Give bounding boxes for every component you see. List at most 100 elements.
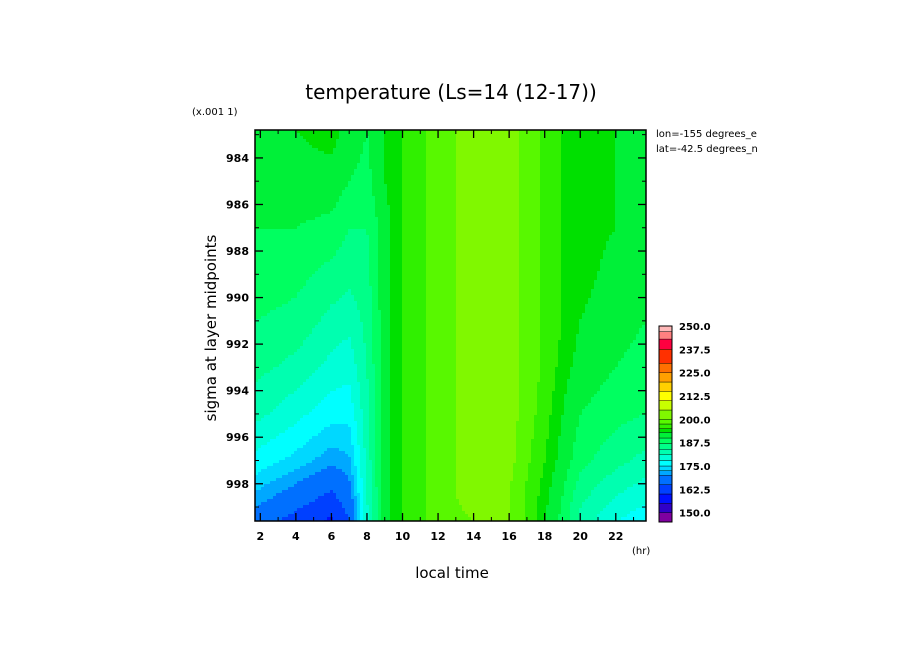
contour-cell (534, 226, 537, 229)
contour-cell (321, 172, 324, 175)
contour-cell (624, 157, 627, 160)
contour-cell (624, 142, 627, 145)
contour-cell (354, 160, 357, 163)
contour-cell (486, 238, 489, 241)
contour-cell (516, 145, 519, 148)
contour-cell (549, 148, 552, 151)
contour-cell (603, 187, 606, 190)
contour-cell (291, 154, 294, 157)
contour-cell (399, 151, 402, 154)
contour-cell (633, 208, 636, 211)
contour-cell (531, 172, 534, 175)
contour-cell (411, 202, 414, 205)
contour-cell (276, 244, 279, 247)
contour-cell (471, 214, 474, 217)
contour-cell (618, 241, 621, 244)
contour-cell (582, 157, 585, 160)
contour-cell (402, 139, 405, 142)
contour-cell (600, 193, 603, 196)
contour-cell (453, 235, 456, 238)
contour-cell (366, 205, 369, 208)
contour-cell (582, 166, 585, 169)
contour-cell (627, 220, 630, 223)
contour-cell (330, 172, 333, 175)
contour-cell (510, 205, 513, 208)
contour-cell (369, 136, 372, 139)
contour-cell (366, 181, 369, 184)
contour-cell (294, 217, 297, 220)
contour-cell (477, 217, 480, 220)
contour-cell (444, 223, 447, 226)
contour-cell (387, 163, 390, 166)
contour-cell (480, 199, 483, 202)
contour-cell (372, 145, 375, 148)
contour-cell (402, 235, 405, 238)
contour-cell (273, 214, 276, 217)
contour-cell (555, 196, 558, 199)
contour-cell (411, 229, 414, 232)
contour-cell (591, 166, 594, 169)
contour-cell (492, 163, 495, 166)
contour-cell (582, 169, 585, 172)
contour-cell (366, 220, 369, 223)
contour-cell (582, 160, 585, 163)
contour-cell (549, 238, 552, 241)
contour-cell (294, 163, 297, 166)
contour-cell (375, 217, 378, 220)
contour-cell (507, 184, 510, 187)
contour-cell (540, 148, 543, 151)
contour-cell (513, 145, 516, 148)
contour-cell (309, 217, 312, 220)
contour-cell (453, 220, 456, 223)
contour-cell (387, 214, 390, 217)
contour-cell (300, 238, 303, 241)
contour-cell (285, 172, 288, 175)
contour-cell (462, 199, 465, 202)
contour-cell (597, 172, 600, 175)
contour-cell (639, 184, 642, 187)
contour-cell (360, 196, 363, 199)
contour-cell (318, 217, 321, 220)
contour-cell (453, 214, 456, 217)
contour-cell (534, 154, 537, 157)
contour-cell (615, 142, 618, 145)
contour-cell (423, 202, 426, 205)
contour-cell (426, 145, 429, 148)
contour-cell (438, 154, 441, 157)
contour-cell (375, 205, 378, 208)
contour-cell (516, 175, 519, 178)
contour-cell (591, 163, 594, 166)
contour-cell (543, 178, 546, 181)
contour-cell (402, 163, 405, 166)
contour-cell (423, 226, 426, 229)
contour-cell (297, 217, 300, 220)
contour-cell (618, 199, 621, 202)
contour-cell (348, 229, 351, 232)
contour-cell (498, 193, 501, 196)
contour-cell (279, 214, 282, 217)
contour-cell (531, 217, 534, 220)
contour-cell (423, 232, 426, 235)
contour-cell (258, 160, 261, 163)
contour-cell (393, 193, 396, 196)
contour-cell (597, 181, 600, 184)
contour-cell (447, 229, 450, 232)
contour-cell (414, 229, 417, 232)
contour-cell (471, 235, 474, 238)
contour-cell (363, 235, 366, 238)
contour-cell (339, 169, 342, 172)
contour-cell (483, 196, 486, 199)
contour-cell (276, 196, 279, 199)
contour-cell (633, 226, 636, 229)
contour-cell (306, 181, 309, 184)
contour-cell (378, 193, 381, 196)
contour-cell (498, 217, 501, 220)
contour-cell (447, 241, 450, 244)
contour-cell (270, 214, 273, 217)
contour-cell (306, 208, 309, 211)
contour-cell (519, 235, 522, 238)
contour-cell (558, 187, 561, 190)
contour-cell (336, 157, 339, 160)
contour-cell (570, 148, 573, 151)
contour-cell (453, 238, 456, 241)
